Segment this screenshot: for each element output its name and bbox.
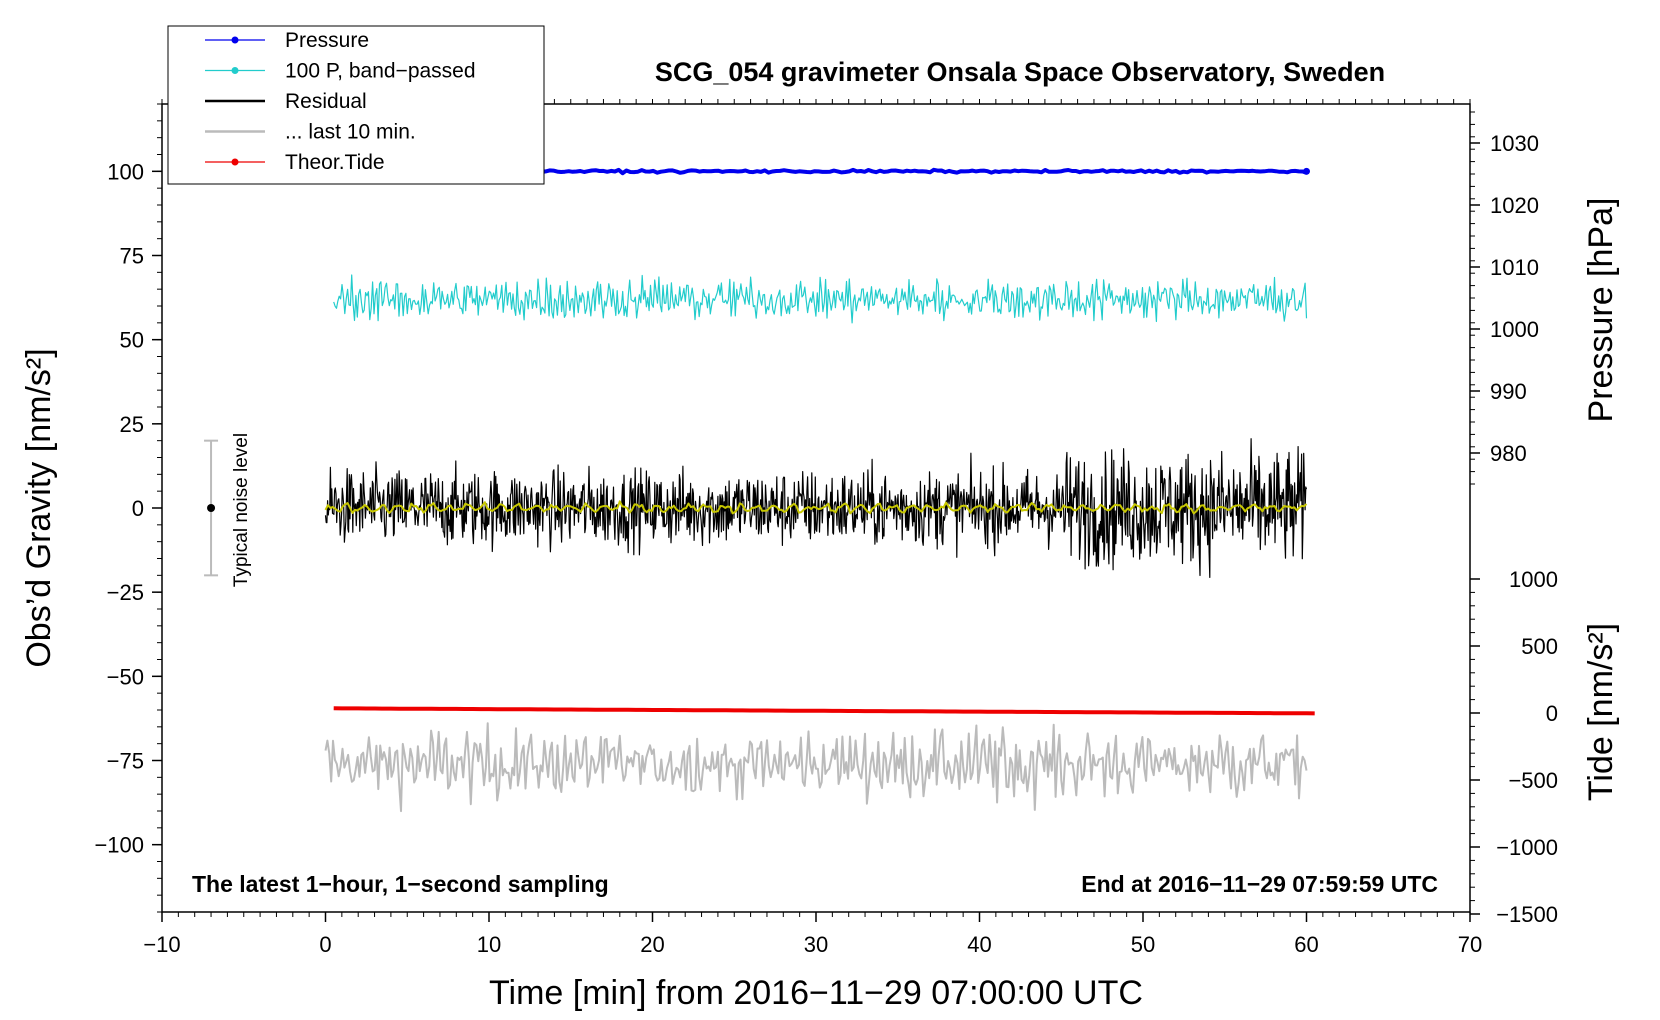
x-tick-label: 40: [967, 932, 991, 957]
y-tick-label: 75: [120, 244, 144, 269]
noise-bar-center: [207, 504, 216, 512]
tide-tick-label: 1000: [1509, 567, 1558, 592]
y-axis-title-left: Obs’d Gravity [nm/s²]: [20, 348, 58, 667]
pressure-tick-label: 1020: [1490, 193, 1539, 218]
tide-tick-label: −1500: [1496, 902, 1558, 927]
y-axis-title-pressure: Pressure [hPa]: [1582, 198, 1620, 423]
x-axis-title: Time [min] from 2016−11−29 07:00:00 UTC: [489, 974, 1143, 1012]
x-tick-label: 30: [804, 932, 828, 957]
x-tick-label: 10: [477, 932, 501, 957]
x-tick-label: 60: [1294, 932, 1318, 957]
series-line-residual: [324, 438, 1308, 578]
pressure-tick-label: 980: [1490, 441, 1527, 466]
series-line-100-p-band-passed: [333, 274, 1308, 324]
series-line-theor-tide: [333, 706, 1315, 716]
legend-marker: [231, 158, 239, 166]
y-tick-label: 50: [120, 328, 144, 353]
noise-level-indicator: [204, 439, 219, 577]
legend-marker: [231, 67, 239, 74]
y-tick-label: −25: [107, 580, 144, 605]
legend-label: Theor.Tide: [285, 151, 385, 174]
tide-tick-label: −500: [1508, 768, 1558, 793]
y-tick-label: −75: [107, 749, 144, 774]
series-line-pressure: [538, 167, 1308, 176]
noise-level-label: Typical noise level: [231, 433, 252, 587]
series-line--last-10-min-: [324, 722, 1308, 813]
legend-box: [167, 25, 545, 185]
legend-label: Pressure: [285, 29, 369, 52]
chart-title: SCG_054 gravimeter Onsala Space Observat…: [655, 57, 1385, 87]
pressure-tick-label: 1000: [1490, 317, 1539, 342]
series-layer: [324, 167, 1315, 813]
x-tick-label: 20: [640, 932, 664, 957]
y-tick-label: 0: [132, 496, 144, 521]
legend-marker: [231, 36, 239, 44]
series-line-residual-smoothed: [324, 500, 1308, 515]
tide-tick-label: −1000: [1496, 835, 1558, 860]
tide-tick-label: 0: [1546, 701, 1558, 726]
x-tick-label: −10: [143, 932, 180, 957]
tide-tick-label: 500: [1521, 634, 1558, 659]
annotation-sampling: The latest 1−hour, 1−second sampling: [192, 871, 609, 897]
pressure-tick-label: 1010: [1490, 255, 1539, 280]
y-tick-label: −100: [94, 833, 144, 858]
ticks-layer: −10 0 10 20 30 40 50 60 701007550250−25−50−75−10…: [94, 99, 1558, 957]
pressure-endpoint: [1303, 167, 1310, 175]
annotation-end-time: End at 2016−11−29 07:59:59 UTC: [1081, 871, 1438, 897]
y-tick-label: 100: [107, 159, 144, 184]
y-axis-title-tide: Tide [nm/s²]: [1582, 623, 1620, 801]
legend-items: Pressure 100 P, band−passed Residual ... la…: [205, 29, 476, 174]
pressure-tick-label: 990: [1490, 379, 1527, 404]
x-tick-label: 50: [1131, 932, 1155, 957]
y-tick-label: −50: [107, 664, 144, 689]
legend: Pressure 100 P, band−passed Residual ... la…: [167, 25, 545, 185]
x-tick-label: 70: [1458, 932, 1482, 957]
pressure-tick-label: 1030: [1490, 131, 1539, 156]
legend-label: ... last 10 min.: [285, 121, 416, 144]
legend-label: Residual: [285, 90, 367, 113]
legend-label: 100 P, band−passed: [285, 60, 476, 83]
y-tick-label: 25: [120, 412, 144, 437]
x-tick-label: 0: [319, 932, 331, 957]
